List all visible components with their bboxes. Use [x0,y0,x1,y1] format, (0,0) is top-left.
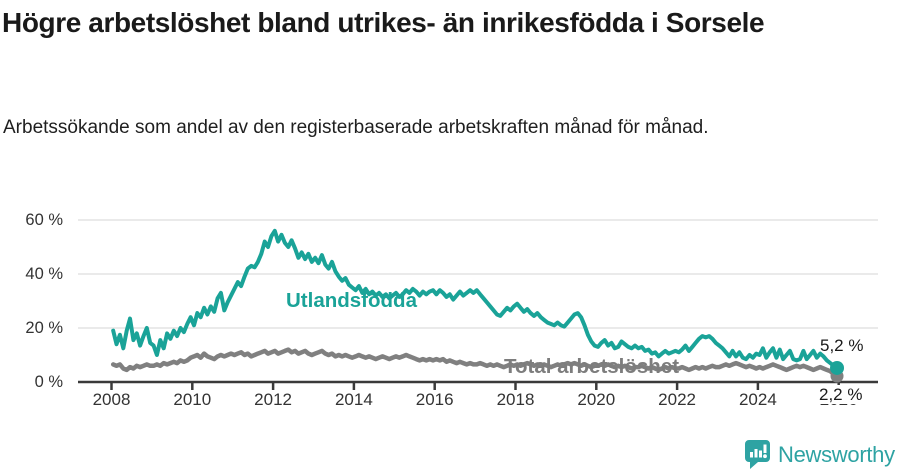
y-tick-label-20: 20 % [25,319,63,337]
x-tick-label-2012: 2012 [254,390,292,409]
x-tick-label-2010: 2010 [173,390,212,409]
x-tick-label-2020: 2020 [577,390,616,409]
x-tick-label-2016: 2016 [415,390,454,409]
series-label-utlandsfodda: Utlandsfödda [286,289,417,312]
page-title: Högre arbetslöshet bland utrikes- än inr… [2,7,765,38]
series-line-utlandsfodda [111,228,839,370]
x-tick-label-2018: 2018 [496,390,535,409]
end-value-label-total: 2,2 % [817,385,865,404]
newsworthy-logo: Newsworthy [744,439,895,470]
y-tick-label-0: 0 % [34,373,63,391]
series-end-dot-utlandsfodda [830,360,845,375]
chart-subtitle: Arbetssökande som andel av den registerb… [3,117,709,138]
end-value-label-utlandsfodda: 5,2 % [820,336,864,355]
y-tick-label-60: 60 % [25,211,63,229]
newsworthy-logo-text: Newsworthy [778,441,895,467]
x-tick-label-2014: 2014 [334,390,373,409]
series-line-total-arbetsloshet [110,347,840,379]
x-tick-label-2022: 2022 [658,390,696,409]
x-tick-label-2008: 2008 [92,390,131,409]
x-tick-label-2024: 2024 [738,390,777,409]
y-tick-label-40: 40 % [25,265,63,283]
newsworthy-speech-bubble-chart-icon [745,440,770,469]
series-label-total-arbetsloshet: Total arbetslöshet [504,355,680,378]
